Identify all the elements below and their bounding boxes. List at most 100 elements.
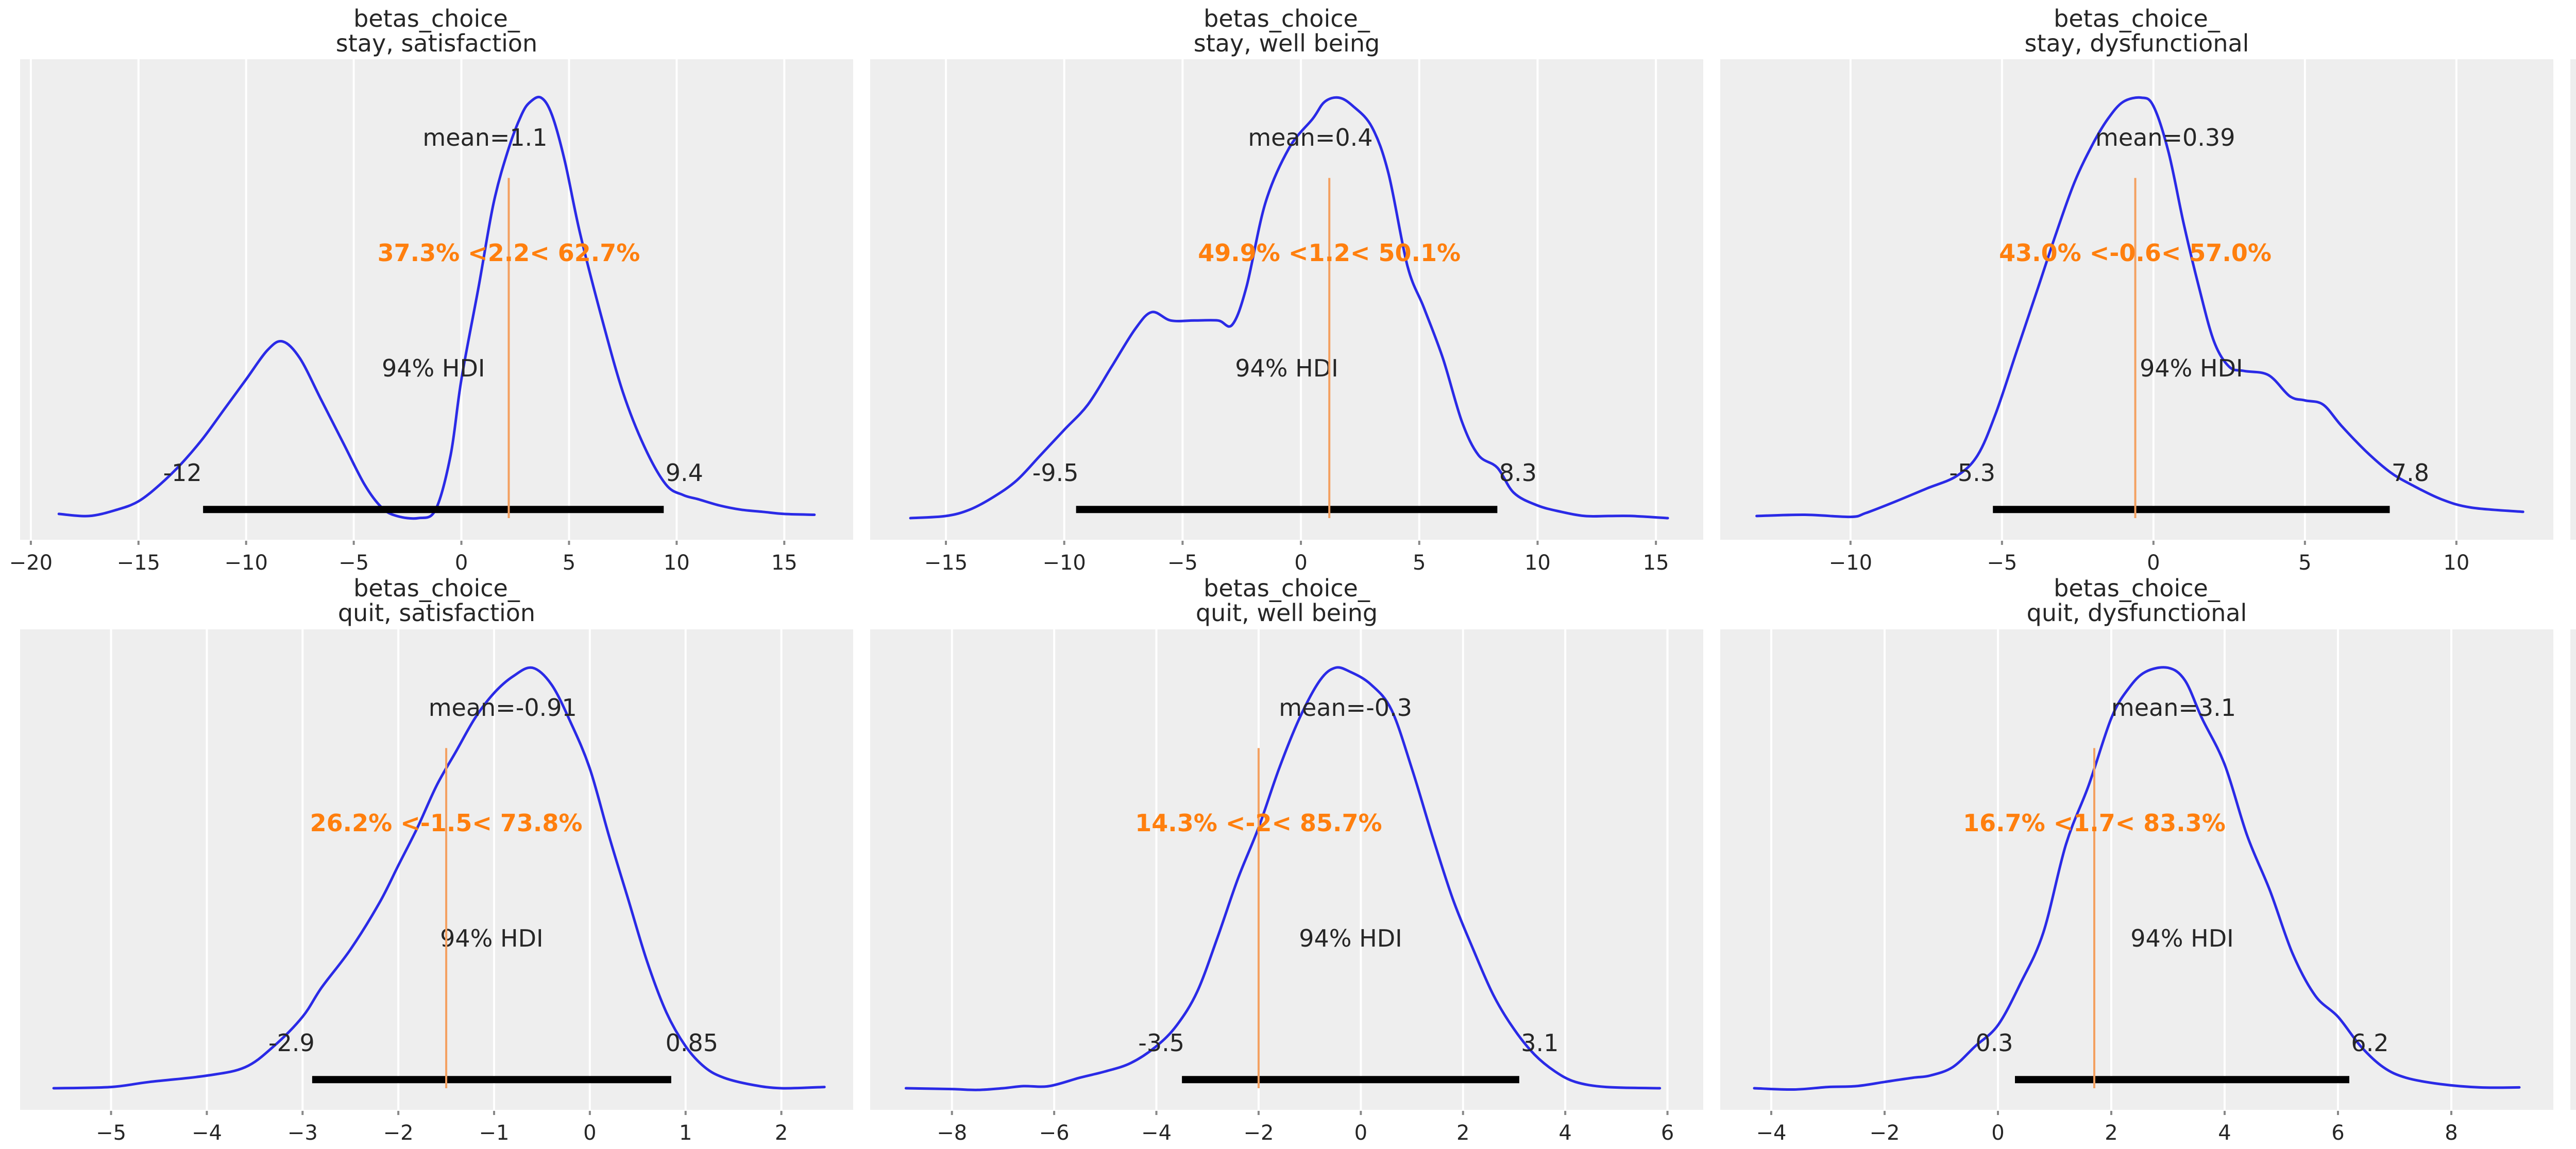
x-tick-label: −2: [1870, 1121, 1900, 1145]
x-tick-label: −20: [9, 551, 53, 575]
subplot-panel: −20 −15 −10 −5 0 5 10 15 betas_choice_stay, sati…: [9, 5, 853, 575]
x-tick-label: 0: [455, 551, 468, 575]
hdi-upper-label: 7.8: [2392, 459, 2429, 487]
x-tick-label: −4: [1141, 1121, 1172, 1145]
axes-background: [20, 629, 853, 1110]
hdi-lower-label: -3.5: [1138, 1029, 1184, 1057]
axes-background: [20, 59, 853, 540]
hdi-text: 94% HDI: [2140, 354, 2243, 382]
x-tick-label: 0: [1991, 1121, 2004, 1145]
subplot-panel: −10 −5 0 5 10 betas_choice_stay, dysfunctiona…: [1720, 5, 2553, 575]
x-tick-label: 6: [2331, 1121, 2344, 1145]
x-tick-label: 10: [664, 551, 690, 575]
axes-background: [2570, 59, 2576, 540]
x-tick-label: 5: [2298, 551, 2311, 575]
subplot-title-line-2: quit, dysfunctional: [2027, 599, 2247, 627]
axes-background: [1720, 629, 2553, 1110]
kde-curve: [52, 666, 826, 1090]
x-tick-label: 0: [1294, 551, 1307, 575]
reference-value-label: 49.9% <1.2< 50.1%: [1198, 239, 1461, 267]
kde-curve: [1755, 96, 2524, 519]
hdi-lower-label: 0.3: [1975, 1029, 2013, 1057]
x-tick-label: 5: [563, 551, 575, 575]
hdi-upper-label: 3.1: [1521, 1029, 1558, 1057]
reference-value-label: 14.3% <-2< 85.7%: [1135, 809, 1382, 837]
mean-label: mean=-0.91: [429, 694, 577, 722]
reference-value-label: 16.7% <1.7< 83.3%: [1963, 809, 2226, 837]
hdi-text: 94% HDI: [2130, 924, 2233, 952]
hdi-upper-label: 8.3: [1499, 459, 1537, 487]
subplot-title-line-1: betas_choice_: [2054, 574, 2221, 602]
subplot-title-line-1: betas_choice_: [1204, 574, 1370, 602]
subplot-title-line-2: quit, well being: [1196, 599, 1378, 627]
subplot-title-line-1: betas_choice_: [353, 574, 520, 602]
x-tick-label: −8: [937, 1121, 967, 1145]
subplot-title-line-1: betas_choice_: [353, 5, 520, 32]
x-tick-label: −15: [117, 551, 160, 575]
x-tick-label: −3: [287, 1121, 318, 1145]
x-tick-label: 15: [771, 551, 798, 575]
x-tick-label: −4: [192, 1121, 222, 1145]
x-tick-label: −2: [383, 1121, 414, 1145]
x-tick-label: −10: [1042, 551, 1086, 575]
x-tick-label: 10: [2443, 551, 2469, 575]
x-tick-label: 10: [1524, 551, 1551, 575]
x-tick-label: 4: [2218, 1121, 2231, 1145]
hdi-upper-label: 0.85: [666, 1029, 718, 1057]
x-tick-label: −6: [1039, 1121, 1070, 1145]
hdi-upper-label: 9.4: [666, 459, 703, 487]
x-tick-label: −5: [1167, 551, 1198, 575]
axes-background: [870, 59, 1703, 540]
x-tick-label: −1: [479, 1121, 510, 1145]
mean-label: mean=3.1: [2111, 694, 2236, 722]
x-tick-label: 2: [2105, 1121, 2117, 1145]
hdi-text: 94% HDI: [1235, 354, 1338, 382]
reference-value-label: 43.0% <-0.6< 57.0%: [1999, 239, 2272, 267]
x-tick-label: 15: [1643, 551, 1669, 575]
hdi-text: 94% HDI: [440, 924, 543, 952]
x-tick-label: 2: [775, 1121, 788, 1145]
subplot-panel: −8 −6 −4 −2 0 2 4 6 betas_choice_quit, well bein…: [870, 574, 1703, 1145]
x-tick-label: −10: [1829, 551, 1872, 575]
x-tick-label: 5: [1413, 551, 1426, 575]
x-tick-label: 8: [2445, 1121, 2458, 1145]
mean-label: mean=0.4: [1248, 124, 1372, 151]
x-tick-label: 6: [1661, 1121, 1674, 1145]
hdi-text: 94% HDI: [1299, 924, 1402, 952]
hdi-lower-label: -12: [163, 459, 202, 487]
subplot-panel: −4 −2 0 2 4 6 8 betas_choice_quit, dysfunctiona…: [1720, 574, 2553, 1145]
hdi-upper-label: 6.2: [2351, 1029, 2388, 1057]
x-tick-label: 0: [2147, 551, 2160, 575]
x-tick-label: −4: [1756, 1121, 1787, 1145]
hdi-lower-label: -2.9: [268, 1029, 315, 1057]
subplot-title-line-2: stay, dysfunctional: [2025, 29, 2249, 57]
hdi-lower-label: -9.5: [1032, 459, 1079, 487]
x-tick-label: 0: [583, 1121, 596, 1145]
axes-background: [2570, 629, 2576, 1110]
subplot-title-line-2: quit, satisfaction: [338, 599, 535, 627]
subplot-title-line-1: betas_choice_: [1204, 5, 1370, 32]
subplot-title-line-2: stay, satisfaction: [336, 29, 537, 57]
x-tick-label: −5: [1987, 551, 2017, 575]
x-tick-label: 4: [1558, 1121, 1571, 1145]
hdi-lower-label: -5.3: [1949, 459, 1995, 487]
x-tick-label: 2: [1456, 1121, 1469, 1145]
reference-value-label: 26.2% <-1.5< 73.8%: [310, 809, 583, 837]
x-tick-label: −10: [225, 551, 268, 575]
subplot-panel: −15 −10 −5 0 5 10 15 betas_choice_stay, well be…: [870, 5, 1703, 575]
subplot-title-line-2: stay, well being: [1194, 29, 1380, 57]
mean-label: mean=-0.3: [1279, 694, 1412, 722]
hdi-text: 94% HDI: [382, 354, 485, 382]
axes-background: [1720, 59, 2553, 540]
kde-curve: [57, 95, 816, 520]
x-tick-label: 0: [1354, 1121, 1367, 1145]
mean-label: mean=1.1: [422, 124, 547, 151]
subplot-title-line-1: betas_choice_: [2054, 5, 2221, 32]
reference-value-label: 37.3% <2.2< 62.7%: [378, 239, 640, 267]
subplot-panel: −5 −4 −3 −2 −1 0 1 2 betas_choice_quit, satisfac…: [20, 574, 853, 1145]
x-tick-label: −5: [96, 1121, 126, 1145]
kde-curve: [1753, 666, 2521, 1091]
mean-label: mean=0.39: [2095, 124, 2235, 151]
